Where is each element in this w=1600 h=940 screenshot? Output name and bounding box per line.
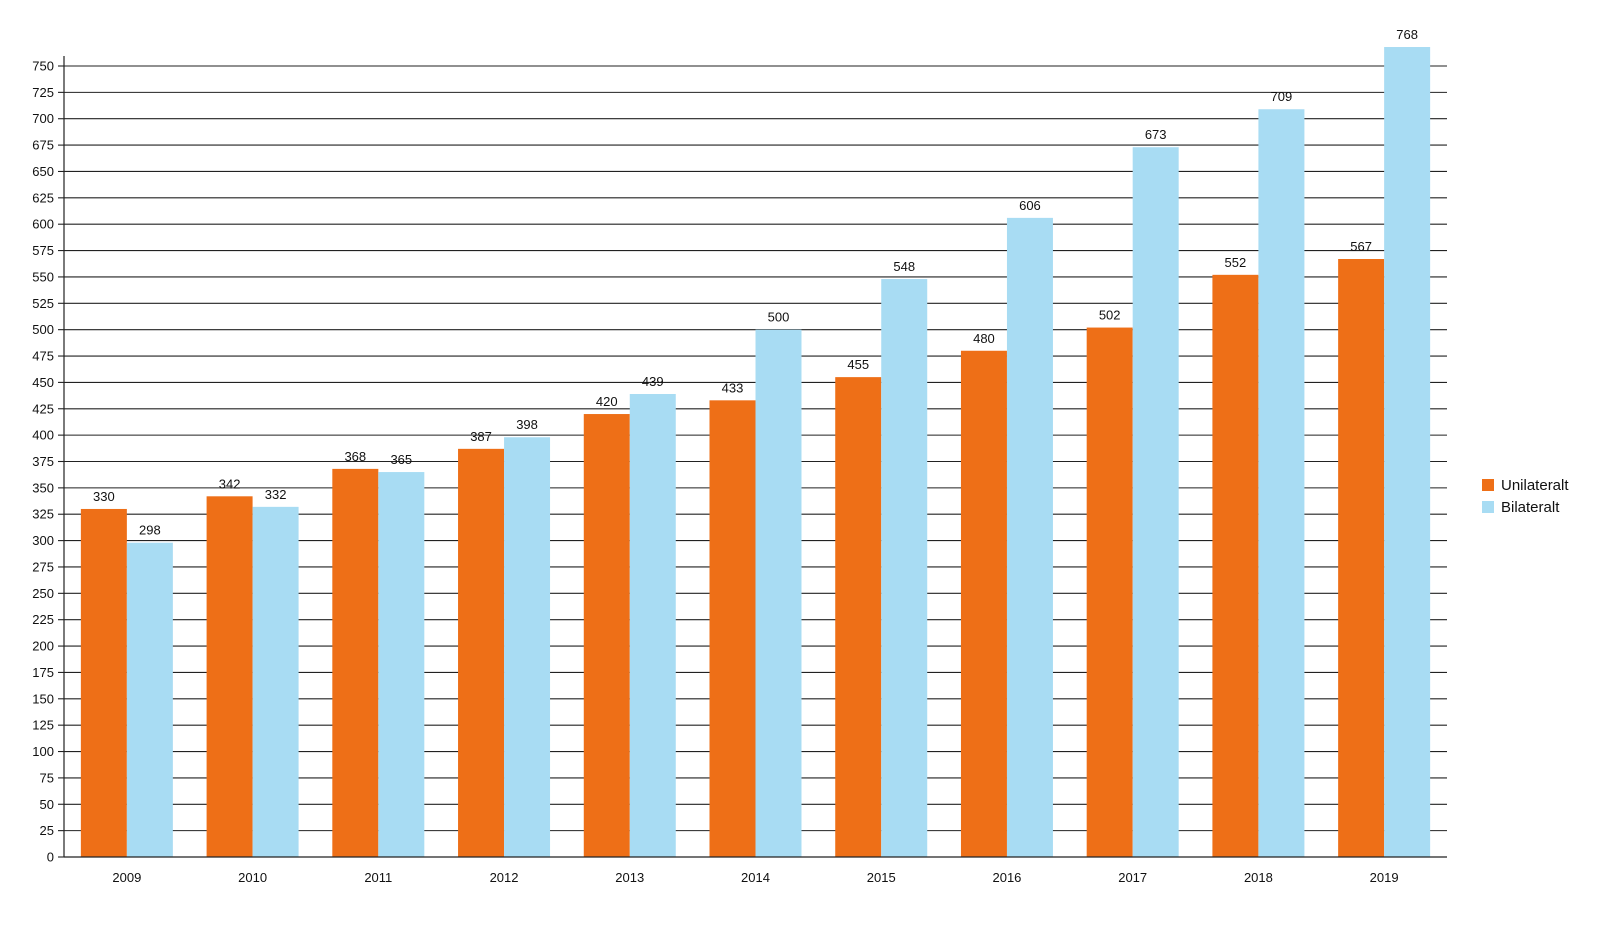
y-tick-label-25: 25: [40, 823, 54, 838]
data-label-bilateralt-2018: 709: [1271, 89, 1293, 104]
bar-bilateralt-2012: [504, 437, 551, 857]
y-tick-label-675: 675: [32, 138, 54, 153]
y-tick-label-575: 575: [32, 243, 54, 258]
data-label-bilateralt-2009: 298: [139, 523, 161, 538]
bar-unilateralt-2010: [206, 496, 253, 857]
data-label-unilateralt-2009: 330: [93, 489, 115, 504]
y-tick-label-125: 125: [32, 718, 54, 733]
data-label-unilateralt-2010: 342: [219, 476, 241, 491]
data-label-unilateralt-2019: 567: [1350, 239, 1372, 254]
bar-unilateralt-2017: [1086, 327, 1133, 857]
x-tick-label-2017: 2017: [1118, 870, 1147, 885]
x-tick-label-2018: 2018: [1244, 870, 1273, 885]
bar-bilateralt-2019: [1384, 47, 1431, 858]
y-tick-label-175: 175: [32, 665, 54, 680]
y-tick-label-475: 475: [32, 349, 54, 364]
bar-bilateralt-2016: [1006, 217, 1053, 857]
data-label-bilateralt-2012: 398: [516, 417, 538, 432]
bar-unilateralt-2016: [960, 350, 1007, 857]
legend-item-bilateralt: Bilateralt: [1482, 496, 1569, 518]
bar-bilateralt-2014: [755, 329, 802, 858]
y-tick-label-600: 600: [32, 217, 54, 232]
bar-unilateralt-2013: [583, 414, 630, 857]
y-tick-label-525: 525: [32, 296, 54, 311]
data-label-bilateralt-2013: 439: [642, 374, 664, 389]
legend-label-unilateralt: Unilateralt: [1501, 476, 1569, 494]
y-tick-label-150: 150: [32, 691, 54, 706]
data-label-bilateralt-2010: 332: [265, 487, 287, 502]
data-label-bilateralt-2015: 548: [893, 259, 915, 274]
data-label-unilateralt-2014: 433: [722, 380, 744, 395]
bar-unilateralt-2014: [709, 400, 756, 857]
y-tick-label-700: 700: [32, 111, 54, 126]
y-tick-label-200: 200: [32, 639, 54, 654]
x-tick-label-2013: 2013: [615, 870, 644, 885]
y-tick-label-225: 225: [32, 612, 54, 627]
y-tick-label-300: 300: [32, 533, 54, 548]
bar-unilateralt-2011: [332, 468, 379, 857]
bar-unilateralt-2018: [1212, 274, 1259, 858]
x-tick-label-2012: 2012: [490, 870, 519, 885]
bar-unilateralt-2019: [1338, 259, 1385, 857]
bar-bilateralt-2009: [126, 542, 173, 857]
y-tick-label-75: 75: [40, 770, 54, 785]
x-tick-label-2011: 2011: [364, 870, 392, 885]
data-label-unilateralt-2012: 387: [470, 429, 492, 444]
data-label-unilateralt-2011: 368: [344, 449, 366, 464]
data-labels: 330 298 342 332 368 365 387 398 420 439 433 500 455 5…: [93, 27, 1418, 538]
y-tick-label-725: 725: [32, 85, 54, 100]
y-tick-label-550: 550: [32, 269, 54, 284]
data-label-bilateralt-2011: 365: [390, 452, 412, 467]
x-tick-label-2019: 2019: [1370, 870, 1399, 885]
y-tick-label-50: 50: [40, 797, 54, 812]
data-label-bilateralt-2019: 768: [1396, 27, 1418, 42]
x-tick-label-2010: 2010: [238, 870, 267, 885]
bar-bilateralt-2015: [881, 279, 928, 857]
y-tick-label-750: 750: [32, 59, 54, 74]
bar-bilateralt-2011: [378, 472, 425, 857]
data-label-bilateralt-2014: 500: [768, 310, 790, 325]
bar-unilateralt-2009: [80, 508, 127, 857]
bar-bilateralt-2010: [252, 506, 299, 857]
data-label-bilateralt-2017: 673: [1145, 127, 1167, 142]
y-tick-label-275: 275: [32, 559, 54, 574]
bar-bilateralt-2018: [1258, 109, 1305, 857]
data-label-unilateralt-2017: 502: [1099, 308, 1121, 323]
x-tick-label-2014: 2014: [741, 870, 770, 885]
data-label-unilateralt-2015: 455: [847, 357, 869, 372]
data-label-bilateralt-2016: 606: [1019, 198, 1041, 213]
legend: Unilateralt Bilateralt: [1482, 474, 1569, 518]
legend-swatch-unilateralt: [1482, 479, 1494, 491]
data-label-unilateralt-2016: 480: [973, 331, 995, 346]
x-axis-ticks: 2009 2010 2011 2012 2013 2014 2015 2016 2017 2018…: [112, 870, 1398, 885]
y-tick-label-325: 325: [32, 507, 54, 522]
data-label-unilateralt-2013: 420: [596, 394, 618, 409]
y-tick-label-450: 450: [32, 375, 54, 390]
legend-label-bilateralt: Bilateralt: [1501, 498, 1560, 516]
y-tick-label-375: 375: [32, 454, 54, 469]
bars: [80, 47, 1431, 858]
y-tick-label-425: 425: [32, 401, 54, 416]
x-tick-label-2015: 2015: [867, 870, 896, 885]
y-axis-ticks: 0 25 50 75 100 125 150 175 200 225 250 275 300 325 350…: [32, 59, 54, 865]
y-tick-label-500: 500: [32, 322, 54, 337]
y-tick-label-650: 650: [32, 164, 54, 179]
y-tick-label-350: 350: [32, 480, 54, 495]
data-label-unilateralt-2018: 552: [1225, 255, 1247, 270]
bar-unilateralt-2015: [835, 377, 882, 857]
legend-swatch-bilateralt: [1482, 501, 1494, 513]
y-tick-label-250: 250: [32, 586, 54, 601]
bar-bilateralt-2013: [629, 394, 676, 857]
y-tick-label-625: 625: [32, 190, 54, 205]
bar-unilateralt-2012: [458, 448, 505, 857]
y-tick-label-100: 100: [32, 744, 54, 759]
legend-item-unilateralt: Unilateralt: [1482, 474, 1569, 496]
x-tick-label-2009: 2009: [112, 870, 141, 885]
x-tick-label-2016: 2016: [992, 870, 1021, 885]
y-tick-label-0: 0: [47, 850, 54, 865]
y-tick-label-400: 400: [32, 428, 54, 443]
bar-bilateralt-2017: [1132, 147, 1179, 857]
